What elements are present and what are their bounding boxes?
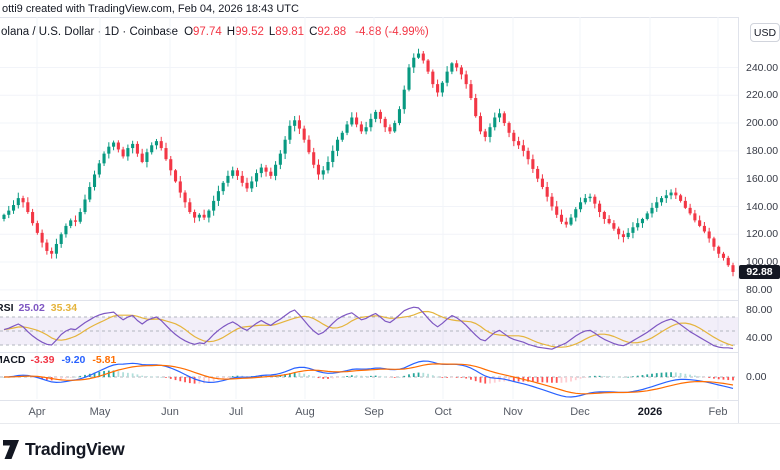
price-tick-label: 240.00 bbox=[746, 61, 779, 74]
tradingview-logo-icon[interactable] bbox=[0, 439, 20, 460]
price-tick-label: 120.00 bbox=[746, 228, 779, 241]
ohlc-low-label: L bbox=[268, 26, 276, 38]
ohlc-open-label: O bbox=[184, 26, 194, 38]
rsi-value: 25.02 bbox=[18, 302, 45, 314]
time-axis-label: Sep bbox=[364, 406, 384, 418]
rsi-legend[interactable]: RSI 25.02 35.34 bbox=[0, 302, 77, 314]
price-axis-border bbox=[738, 17, 739, 423]
macd-label: MACD bbox=[0, 354, 26, 366]
macd-line-value: -9.20 bbox=[61, 354, 86, 366]
price-tick-label: 160.00 bbox=[746, 172, 779, 185]
last-price-badge: 92.88 bbox=[739, 264, 780, 279]
macd-hist-value: -3.39 bbox=[30, 354, 55, 366]
price-tick-label: 180.00 bbox=[746, 144, 779, 157]
macd-signal-value: -5.81 bbox=[92, 354, 117, 366]
currency-toggle-button[interactable]: USD bbox=[750, 23, 780, 42]
price-tick-label: 220.00 bbox=[746, 89, 779, 102]
time-axis-label: May bbox=[89, 406, 111, 418]
time-axis-label: Oct bbox=[434, 406, 452, 418]
footer: TradingView bbox=[0, 436, 125, 462]
ohlc-close-value: 92.88 bbox=[317, 26, 347, 38]
rsi-label: RSI bbox=[0, 302, 14, 314]
frame-top-border bbox=[0, 17, 780, 18]
attribution-text: otti9 created with TradingView.com, Feb … bbox=[2, 3, 299, 15]
price-tick-label: 100.00 bbox=[746, 256, 779, 269]
time-axis-label: 2026 bbox=[637, 406, 663, 418]
symbol-title: olana / U.S. Dollar · 1D · Coinbase bbox=[1, 26, 179, 38]
rsi-tick-label: 80.00 bbox=[746, 304, 773, 316]
ohlc-low-value: 89.81 bbox=[275, 26, 305, 38]
time-axis-label: Feb bbox=[708, 406, 728, 418]
macd-pane-canvas[interactable] bbox=[0, 353, 738, 399]
time-axis-label: Jul bbox=[228, 406, 244, 418]
price-tick-label: 80.00 bbox=[746, 283, 773, 296]
price-tick-label: 200.00 bbox=[746, 117, 779, 130]
pane-separator[interactable] bbox=[0, 352, 780, 353]
rsi-pane-canvas[interactable] bbox=[0, 301, 738, 352]
tradingview-wordmark[interactable]: TradingView bbox=[25, 438, 125, 459]
time-axis-label: Apr bbox=[28, 406, 46, 418]
time-axis-label: Nov bbox=[503, 406, 523, 418]
time-axis[interactable]: Apr May Jun Jul Aug Sep Oct Nov Dec 2026 Feb bbox=[0, 401, 738, 423]
ohlc-close-label: C bbox=[309, 26, 318, 38]
ohlc-high-value: 99.52 bbox=[235, 26, 264, 38]
ohlc-open-value: 97.74 bbox=[193, 26, 222, 38]
ohlc-high-label: H bbox=[226, 26, 236, 38]
time-axis-label: Dec bbox=[570, 406, 590, 418]
macd-legend[interactable]: MACD -3.39 -9.20 -5.81 bbox=[0, 354, 116, 366]
rsi-tick-label: 40.00 bbox=[746, 332, 773, 344]
macd-tick-label: 0.00 bbox=[746, 371, 767, 383]
time-axis-label: Aug bbox=[295, 406, 315, 418]
rsi-ma-value: 35.34 bbox=[50, 302, 78, 314]
pane-separator[interactable] bbox=[0, 300, 780, 301]
price-pane-canvas[interactable] bbox=[0, 17, 738, 300]
frame-bottom-border bbox=[0, 423, 780, 424]
price-tick-label: 140.00 bbox=[746, 200, 779, 213]
time-axis-label: Jun bbox=[161, 406, 179, 418]
time-axis-border bbox=[0, 400, 780, 401]
price-axis[interactable]: USD 92.88 240.00 220.00 200.00 180.00 160.00… bbox=[739, 17, 780, 423]
